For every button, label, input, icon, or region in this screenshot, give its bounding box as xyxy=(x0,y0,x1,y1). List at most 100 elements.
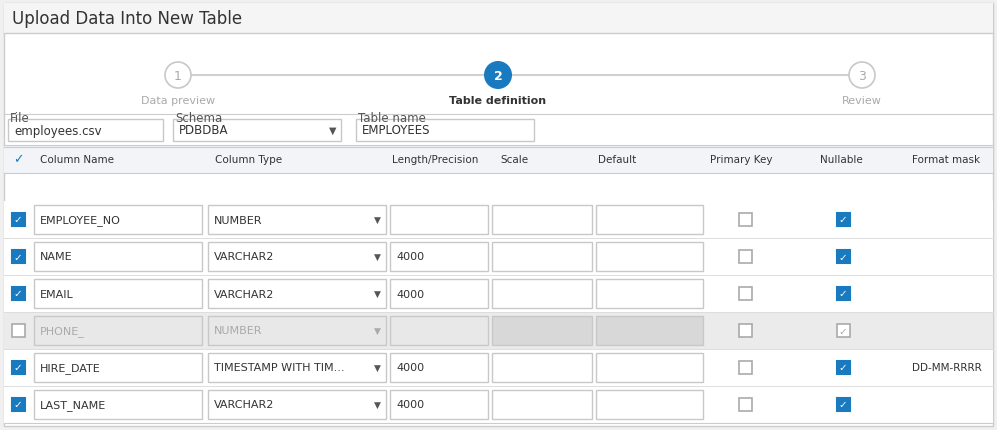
Bar xyxy=(596,206,703,234)
Bar xyxy=(34,243,202,271)
Text: VARCHAR2: VARCHAR2 xyxy=(214,289,274,299)
Bar xyxy=(4,146,993,174)
Text: Review: Review xyxy=(842,96,882,106)
Bar xyxy=(836,214,849,227)
Text: Data preview: Data preview xyxy=(141,96,215,106)
Bar xyxy=(390,206,488,234)
Text: ▼: ▼ xyxy=(329,126,337,136)
Text: ▼: ▼ xyxy=(374,252,381,261)
Text: 2: 2 xyxy=(494,69,502,82)
Bar xyxy=(208,206,386,234)
Bar xyxy=(4,202,993,239)
Circle shape xyxy=(484,62,512,90)
Bar xyxy=(596,243,703,271)
Bar xyxy=(739,250,752,264)
Bar xyxy=(208,280,386,308)
Bar xyxy=(34,206,202,234)
Text: EMPLOYEE_NO: EMPLOYEE_NO xyxy=(40,215,121,225)
Bar xyxy=(390,353,488,382)
Text: ✓: ✓ xyxy=(14,399,22,409)
Text: Nullable: Nullable xyxy=(820,155,862,165)
Bar xyxy=(173,120,341,141)
Text: ▼: ▼ xyxy=(374,326,381,335)
Text: PHONE_: PHONE_ xyxy=(40,325,85,336)
Text: ✓: ✓ xyxy=(838,252,847,262)
Text: Format mask: Format mask xyxy=(912,155,980,165)
Bar xyxy=(12,361,25,374)
Text: EMPLOYEES: EMPLOYEES xyxy=(362,124,431,137)
Text: ✓: ✓ xyxy=(838,362,847,373)
Text: ✓: ✓ xyxy=(14,289,22,299)
Bar xyxy=(4,275,993,312)
Text: Scale: Scale xyxy=(500,155,528,165)
Text: DD-MM-RRRR: DD-MM-RRRR xyxy=(912,362,982,373)
Bar xyxy=(492,243,592,271)
Bar xyxy=(596,390,703,419)
Bar xyxy=(596,353,703,382)
Bar xyxy=(836,398,849,411)
Text: Schema: Schema xyxy=(175,112,222,125)
Text: ▼: ▼ xyxy=(374,215,381,224)
Text: ✓: ✓ xyxy=(838,289,847,299)
Text: ✓: ✓ xyxy=(14,252,22,262)
Bar xyxy=(492,390,592,419)
Bar xyxy=(34,353,202,382)
Bar xyxy=(836,287,849,300)
Bar xyxy=(4,312,993,349)
Bar xyxy=(4,386,993,423)
Bar xyxy=(739,214,752,227)
Bar xyxy=(739,398,752,411)
Text: Upload Data Into New Table: Upload Data Into New Table xyxy=(12,10,242,28)
Text: NUMBER: NUMBER xyxy=(214,326,262,336)
Bar xyxy=(836,361,849,374)
Text: 1: 1 xyxy=(174,69,181,82)
Text: ✓: ✓ xyxy=(13,153,23,166)
Text: ▼: ▼ xyxy=(374,400,381,409)
Text: 3: 3 xyxy=(858,69,866,82)
Bar xyxy=(208,390,386,419)
Bar xyxy=(4,4,993,34)
Text: HIRE_DATE: HIRE_DATE xyxy=(40,362,101,373)
Bar xyxy=(8,120,163,141)
Bar xyxy=(836,324,849,337)
Text: NUMBER: NUMBER xyxy=(214,215,262,225)
Text: 4000: 4000 xyxy=(396,252,424,262)
Bar xyxy=(12,324,25,337)
Bar xyxy=(4,349,993,386)
Text: File: File xyxy=(10,112,30,125)
Text: LAST_NAME: LAST_NAME xyxy=(40,399,107,410)
Circle shape xyxy=(165,63,191,89)
Bar xyxy=(208,353,386,382)
Bar xyxy=(739,361,752,374)
Text: 4000: 4000 xyxy=(396,399,424,409)
Bar xyxy=(836,250,849,264)
Text: employees.csv: employees.csv xyxy=(14,124,102,137)
Bar xyxy=(208,316,386,345)
Text: ✓: ✓ xyxy=(838,399,847,409)
Bar xyxy=(34,390,202,419)
Bar xyxy=(492,353,592,382)
Bar xyxy=(739,287,752,300)
Bar xyxy=(4,239,993,275)
Bar xyxy=(12,398,25,411)
Text: VARCHAR2: VARCHAR2 xyxy=(214,399,274,409)
Bar xyxy=(390,243,488,271)
Text: ▼: ▼ xyxy=(374,289,381,298)
Bar xyxy=(12,214,25,227)
Bar xyxy=(492,206,592,234)
Text: Table definition: Table definition xyxy=(450,96,546,106)
Bar xyxy=(596,316,703,345)
Bar xyxy=(12,250,25,264)
Text: Primary Key: Primary Key xyxy=(710,155,773,165)
Text: Length/Precision: Length/Precision xyxy=(392,155,479,165)
Text: PDBDBA: PDBDBA xyxy=(179,124,228,137)
Text: Column Type: Column Type xyxy=(215,155,282,165)
Bar xyxy=(356,120,534,141)
Text: TIMESTAMP WITH TIM...: TIMESTAMP WITH TIM... xyxy=(214,362,345,373)
Bar xyxy=(739,324,752,337)
Bar xyxy=(34,316,202,345)
Text: Default: Default xyxy=(598,155,636,165)
Text: ▼: ▼ xyxy=(374,363,381,372)
Bar xyxy=(208,243,386,271)
Text: ✓: ✓ xyxy=(14,362,22,373)
